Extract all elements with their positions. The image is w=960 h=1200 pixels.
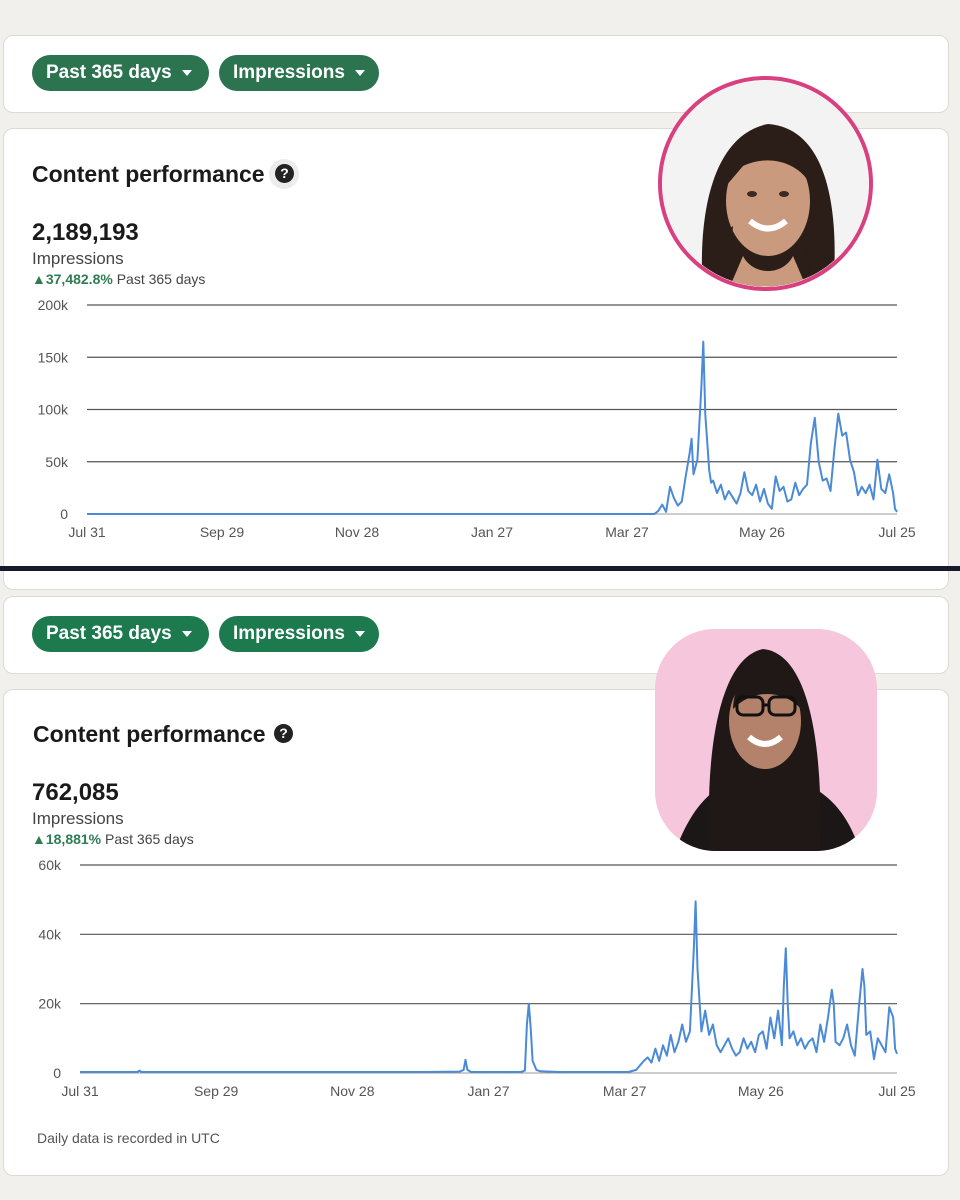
x-tick-label: May 26 (739, 524, 785, 540)
caret-down-icon (354, 631, 365, 637)
caret-down-icon (181, 631, 192, 637)
date-range-dropdown-1[interactable]: Past 365 days (32, 55, 209, 91)
change-period: Past 365 days (105, 831, 194, 847)
change-indicator: ▲37,482.8% Past 365 days (32, 271, 205, 287)
x-tick-label: Jan 27 (467, 1083, 509, 1099)
y-tick-label: 0 (60, 506, 68, 522)
x-tick-label: Jul 25 (878, 524, 916, 540)
x-tick-label: May 26 (738, 1083, 784, 1099)
impressions-series-line (80, 900, 898, 1073)
y-tick-label: 50k (45, 454, 69, 470)
triangle-up-icon: ▲ (32, 271, 46, 287)
page-title: Content performance (32, 161, 265, 187)
change-period: Past 365 days (116, 271, 206, 287)
question-circle-icon[interactable]: ? (274, 724, 293, 743)
avatar-2 (655, 629, 877, 851)
metric-name: Impressions (32, 249, 124, 268)
utc-footnote: Daily data is recorded in UTC (37, 1130, 220, 1146)
avatar-1 (658, 76, 873, 291)
x-tick-label: Nov 28 (335, 524, 380, 540)
y-tick-label: 0 (53, 1065, 61, 1081)
x-tick-label: Mar 27 (605, 524, 649, 540)
metric-label: Impressions (233, 623, 345, 644)
triangle-up-icon: ▲ (32, 831, 46, 847)
metric-label: Impressions (233, 62, 345, 83)
change-percent: 37,482.8% (45, 271, 113, 287)
x-tick-label: Jul 31 (68, 524, 106, 540)
impressions-chart-1: 0 50k 100k 150k 200k Jul 31 Sep 29 Nov 28 Jan 27… (38, 297, 916, 540)
x-tick-label: Mar 27 (603, 1083, 647, 1099)
y-tick-label: 60k (38, 857, 62, 873)
metric-dropdown-2[interactable]: Impressions (219, 616, 379, 652)
total-impressions: 762,085 (32, 779, 119, 806)
x-tick-label: Jan 27 (471, 524, 513, 540)
y-tick-label: 150k (38, 349, 69, 365)
caret-down-icon (181, 70, 192, 76)
x-tick-label: Jul 31 (61, 1083, 99, 1099)
caret-down-icon (354, 70, 365, 76)
question-circle-icon[interactable]: ? (275, 164, 294, 183)
metric-dropdown-1[interactable]: Impressions (219, 55, 379, 91)
x-tick-label: Sep 29 (200, 524, 245, 540)
total-impressions: 2,189,193 (32, 219, 139, 246)
section-divider (0, 566, 960, 571)
y-tick-label: 100k (38, 402, 69, 418)
x-tick-label: Nov 28 (330, 1083, 375, 1099)
x-tick-label: Jul 25 (878, 1083, 916, 1099)
change-percent: 18,881% (45, 831, 102, 847)
x-tick-label: Sep 29 (194, 1083, 239, 1099)
impressions-chart-2: 0 20k 40k 60k Jul 31 Sep 29 Nov 28 Jan 27 Mar 27… (38, 857, 916, 1099)
y-tick-label: 20k (38, 996, 62, 1012)
metric-name: Impressions (32, 809, 124, 828)
y-tick-label: 200k (38, 297, 69, 313)
date-range-label: Past 365 days (46, 62, 172, 83)
change-indicator: ▲18,881% Past 365 days (32, 831, 194, 847)
impressions-series-line (87, 340, 898, 515)
y-tick-label: 40k (38, 926, 62, 942)
page-title: Content performance (33, 721, 266, 747)
date-range-dropdown-2[interactable]: Past 365 days (32, 616, 209, 652)
date-range-label: Past 365 days (46, 623, 172, 644)
